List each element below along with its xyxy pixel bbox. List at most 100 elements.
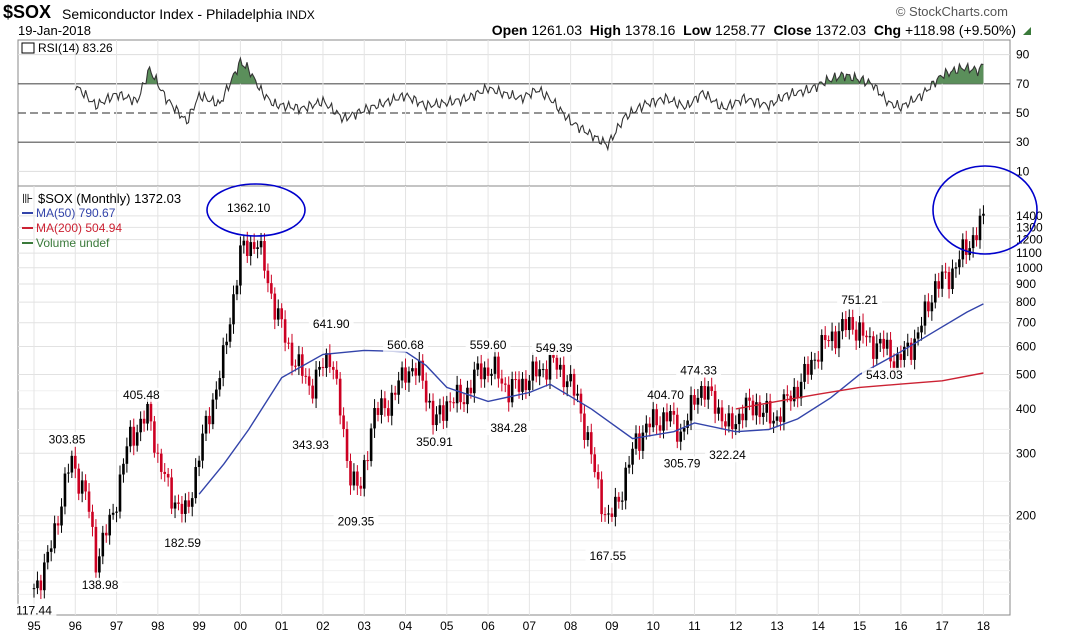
candle-body [104,532,108,536]
candle-body [834,331,837,349]
candle-body [235,285,239,295]
candle-body [387,408,390,416]
candle-body [940,271,944,289]
candle-body [958,259,961,268]
candle-body [892,361,896,371]
x-tick-label-17: 17 [935,619,949,633]
candle-body [545,369,548,380]
candle-body [593,454,597,473]
candle-body [53,523,56,549]
candle-body [503,383,507,385]
candle-body [476,363,480,370]
candle-body [586,432,590,440]
annotation-label-6: 641.90 [313,317,350,331]
candle-body [276,308,280,320]
candle-body [572,373,576,396]
candle-body [356,471,359,486]
candle-body [514,379,517,381]
annotation-bg-9 [383,337,428,352]
price-legend-icon: ⊪ [22,191,33,206]
candle-body [321,366,325,369]
annotation-label-8: 209.35 [338,515,375,529]
candle-body [872,336,875,359]
candle-body [483,367,486,380]
candle-body [696,397,700,405]
candle-body [94,526,98,573]
candle-body [108,514,111,536]
candle-body [562,364,566,388]
legend-entry-0: MA(50) 790.67 [36,206,116,220]
brand-label[interactable]: © StockCharts.com [895,4,1008,19]
annotation-bg-14 [585,548,631,563]
candle-body [603,514,607,516]
candle-body [32,588,36,590]
exchange-label: INDX [286,8,315,22]
candle-body [638,433,641,451]
candle-body [693,395,696,405]
candle-body [256,247,259,249]
index-name: Semiconductor Index - Philadelphia INDX [62,6,315,22]
candle-body [596,472,600,480]
price-tick-label-0: 200 [1016,509,1036,523]
annotation-bg-13 [531,341,577,356]
candle-body [263,240,266,271]
annotation-label-17: 305.79 [664,456,701,470]
x-tick-label-12: 12 [729,619,743,633]
price-tick-label-2: 400 [1016,402,1036,416]
candle-body [717,407,720,414]
annotation-label-12: 384.28 [490,421,527,435]
candle-body [830,331,834,342]
candle-body [528,380,531,391]
highlight-ellipse-2018 [932,165,1038,255]
candle-body [861,322,865,336]
annotation-bg-1 [44,432,90,447]
candle-body [751,400,755,416]
x-tick-label-09: 09 [605,619,619,633]
candle-body [933,281,937,303]
annotation-bg-10 [412,435,457,450]
chg-value: +118.98 (+9.50%) [904,22,1016,38]
candle-body [455,384,459,404]
candle-body [187,500,191,507]
candle-body [803,363,806,382]
rsi-tick-label-0: 10 [1016,164,1030,178]
candle-body [583,413,586,440]
candle-body [407,371,411,383]
candle-body [875,343,879,359]
candle-body [854,329,858,341]
candle-body [221,345,225,379]
candle-body [651,409,655,428]
rsi-tick-label-3: 70 [1016,77,1030,91]
candle-body [930,302,934,312]
price-tick-label-10: 1200 [1016,233,1043,247]
price-tick-label-11: 1300 [1016,220,1043,234]
candle-body [252,242,256,249]
price-tick-label-8: 1000 [1016,261,1043,275]
candle-body [70,455,74,473]
x-tick-label-98: 98 [151,619,165,633]
candle-body [228,324,232,342]
x-tick-label-18: 18 [977,619,991,633]
candle-body [397,380,400,395]
candle-body [541,369,545,371]
candle-body [614,496,617,517]
candle-body [761,412,765,417]
candle-body [686,420,689,428]
candle-body [710,386,713,392]
candle-body [197,460,201,468]
highlight-ellipse-2000-peak [206,183,306,237]
candle-body [851,317,855,330]
candle-body [510,379,514,403]
candle-body [421,360,425,381]
candle-body [91,511,94,527]
candle-body [280,308,283,320]
candle-body [799,381,803,399]
x-tick-label-15: 15 [853,619,867,633]
annotation-bg-16 [676,363,722,378]
candle-body [380,398,383,415]
candle-body [239,245,242,286]
candle-body [349,460,352,486]
annotation-label-11: 559.60 [470,338,507,352]
candle-body [39,580,43,591]
candle-body [841,319,844,332]
